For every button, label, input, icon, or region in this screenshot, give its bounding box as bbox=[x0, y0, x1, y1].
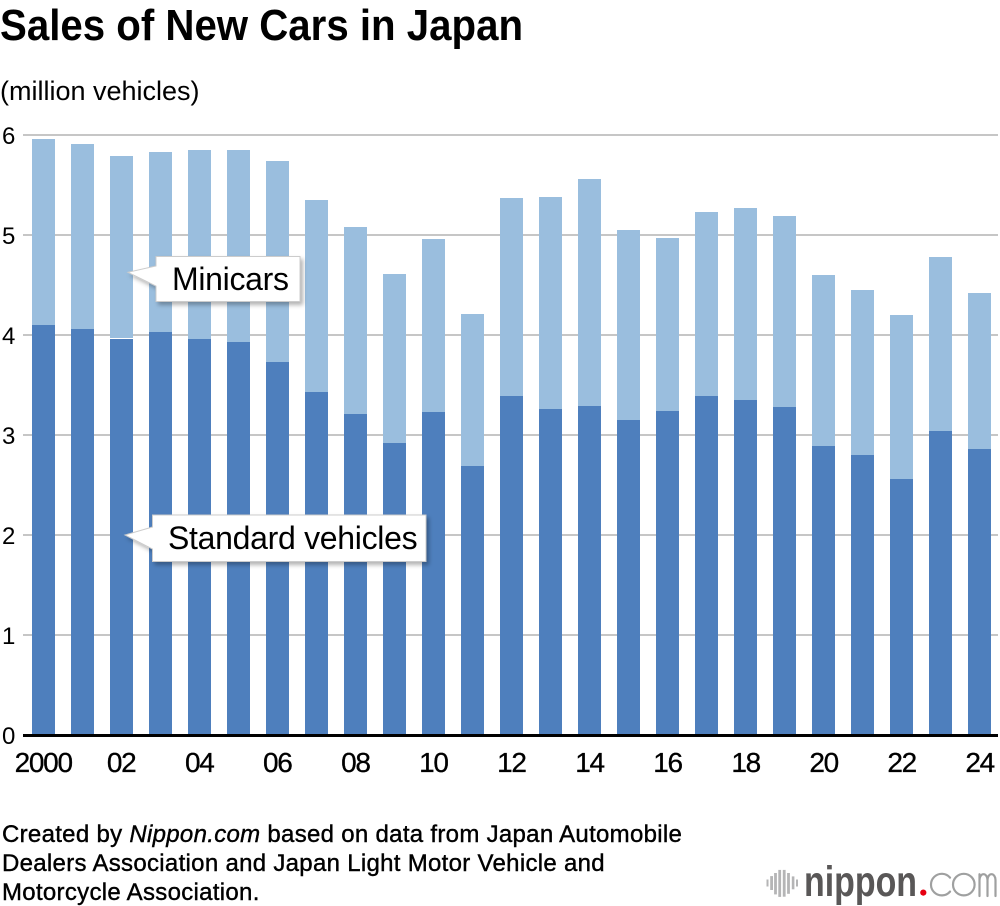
svg-text:Minicars: Minicars bbox=[172, 261, 289, 297]
svg-text:nippon: nippon bbox=[804, 858, 917, 906]
svg-text:Standard vehicles: Standard vehicles bbox=[168, 520, 417, 556]
